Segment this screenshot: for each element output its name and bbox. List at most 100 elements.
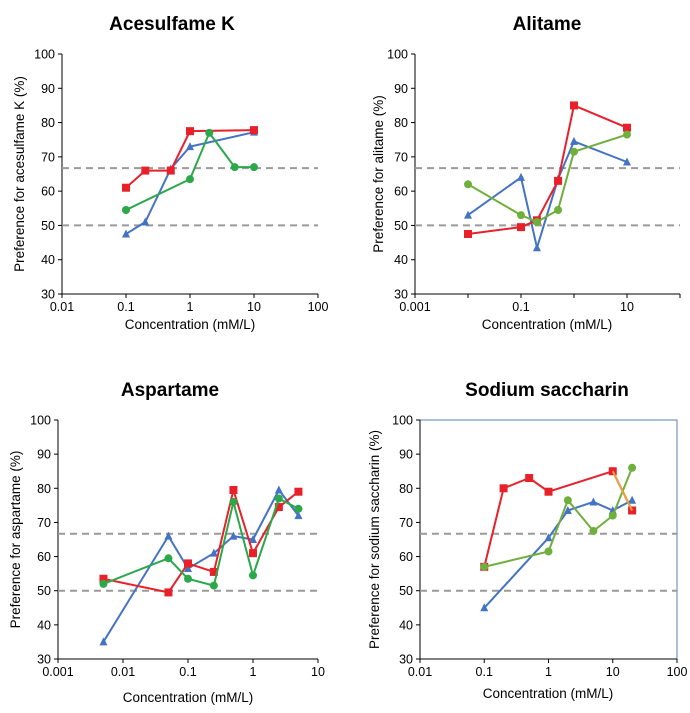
data-point-triangle [563, 505, 572, 514]
data-point-circle [205, 128, 214, 137]
x-tick-label: 100 [308, 300, 329, 314]
y-tick-label: 70 [399, 516, 413, 530]
data-point-triangle [570, 136, 578, 145]
x-tick-label: 1 [187, 300, 194, 314]
y-tick-label: 50 [394, 219, 408, 233]
y-tick-label: 40 [394, 253, 408, 267]
x-axis-label: Concentration (mM/L) [123, 690, 254, 705]
data-point-triangle [122, 229, 130, 238]
data-point-circle [229, 497, 238, 506]
data-point-circle [249, 571, 257, 580]
data-point-square [274, 503, 283, 512]
data-point-triangle [480, 603, 489, 612]
data-point-square [122, 183, 130, 192]
data-point-square [229, 485, 238, 494]
y-tick-label: 90 [37, 448, 51, 462]
y-tick-label: 50 [41, 219, 55, 233]
data-point-triangle [589, 497, 598, 506]
data-point-circle [623, 130, 631, 139]
data-point-circle [274, 494, 283, 503]
data-point-circle [589, 526, 598, 535]
y-tick-label: 40 [399, 618, 413, 632]
x-tick-label: 1 [250, 665, 257, 679]
y-tick-label: 50 [399, 584, 413, 598]
y-tick-label: 80 [41, 116, 55, 130]
y-tick-label: 60 [41, 185, 55, 199]
data-point-circle [517, 211, 525, 220]
data-point-circle [250, 163, 258, 172]
y-tick-label: 70 [37, 516, 51, 530]
y-tick-label: 90 [399, 448, 413, 462]
data-point-square [623, 123, 631, 132]
chart-title: Aspartame [121, 380, 219, 401]
y-axis-label: Preference for aspartame (%) [8, 451, 23, 629]
data-point-circle [628, 463, 637, 472]
data-point-circle [563, 496, 572, 505]
data-point-square [525, 474, 534, 483]
chart-panel-4: Sodium saccharin 30 40 50 60 70 80 90 100 0.01 0.1… [367, 380, 687, 701]
y-tick-label: 100 [392, 414, 413, 428]
data-point-triangle [517, 172, 525, 181]
series-3 [464, 130, 631, 226]
series-3 [122, 128, 258, 214]
y-tick-label: 90 [41, 82, 55, 96]
data-point-circle [554, 206, 563, 214]
data-point-square [544, 487, 553, 496]
y-tick-label: 90 [394, 82, 408, 96]
x-tick-label: 1 [545, 665, 552, 679]
y-tick-label: 60 [37, 550, 51, 564]
y-tick-label: 70 [394, 150, 408, 164]
x-tick-label: 0.1 [512, 300, 529, 314]
data-point-circle [570, 147, 578, 156]
series-3 [480, 463, 637, 571]
x-tick-label: 0.1 [179, 665, 196, 679]
data-point-triangle [209, 548, 218, 557]
y-tick-label: 70 [41, 150, 55, 164]
data-point-triangle [544, 533, 553, 542]
data-point-triangle [274, 485, 283, 494]
data-point-triangle [294, 511, 303, 520]
y-tick-label: 40 [41, 253, 55, 267]
y-tick-label: 60 [399, 550, 413, 564]
data-point-circle [209, 581, 218, 590]
y-axis-label: Preference for sodium saccharin (%) [367, 430, 382, 649]
data-point-square [554, 176, 563, 185]
data-point-triangle [532, 243, 541, 252]
x-tick-label: 0.01 [408, 665, 432, 679]
x-axis-label: Concentration (mM/L) [482, 317, 613, 332]
series-line [102, 489, 300, 643]
data-point-triangle [99, 637, 108, 646]
series-4 [611, 470, 633, 511]
data-point-triangle [249, 535, 257, 543]
data-point-circle [184, 574, 192, 583]
data-point-triangle [623, 157, 631, 166]
data-point-triangle [229, 531, 238, 540]
y-tick-label: 30 [399, 653, 413, 667]
data-point-square [186, 127, 194, 136]
data-point-triangle [464, 210, 472, 219]
x-tick-label: 0.001 [42, 665, 73, 679]
series-2 [99, 485, 303, 597]
data-point-circle [230, 163, 239, 172]
data-point-square [499, 484, 508, 493]
data-point-square [608, 467, 617, 476]
y-tick-label: 30 [41, 288, 55, 302]
x-axis-label: Concentration (mM/L) [483, 686, 614, 701]
series-2 [464, 101, 631, 238]
data-point-square [99, 574, 108, 583]
data-point-circle [122, 206, 130, 214]
chart-panel-3: Aspartame 30 40 50 60 70 80 90 100 0.001 0.01 0.1 1 1… [8, 380, 325, 705]
series-line [484, 467, 634, 568]
y-tick-label: 40 [37, 618, 51, 632]
chart-title: Acesulfame K [109, 14, 235, 35]
data-point-circle [544, 547, 553, 556]
x-tick-label: 10 [620, 300, 634, 314]
data-point-triangle [628, 495, 637, 504]
data-point-circle [464, 180, 472, 189]
series-line [467, 133, 628, 223]
data-point-circle [532, 218, 541, 226]
x-tick-label: 10 [606, 665, 620, 679]
x-tick-label: 0.01 [50, 300, 74, 314]
x-axis-label: Concentration (mM/L) [125, 317, 256, 332]
